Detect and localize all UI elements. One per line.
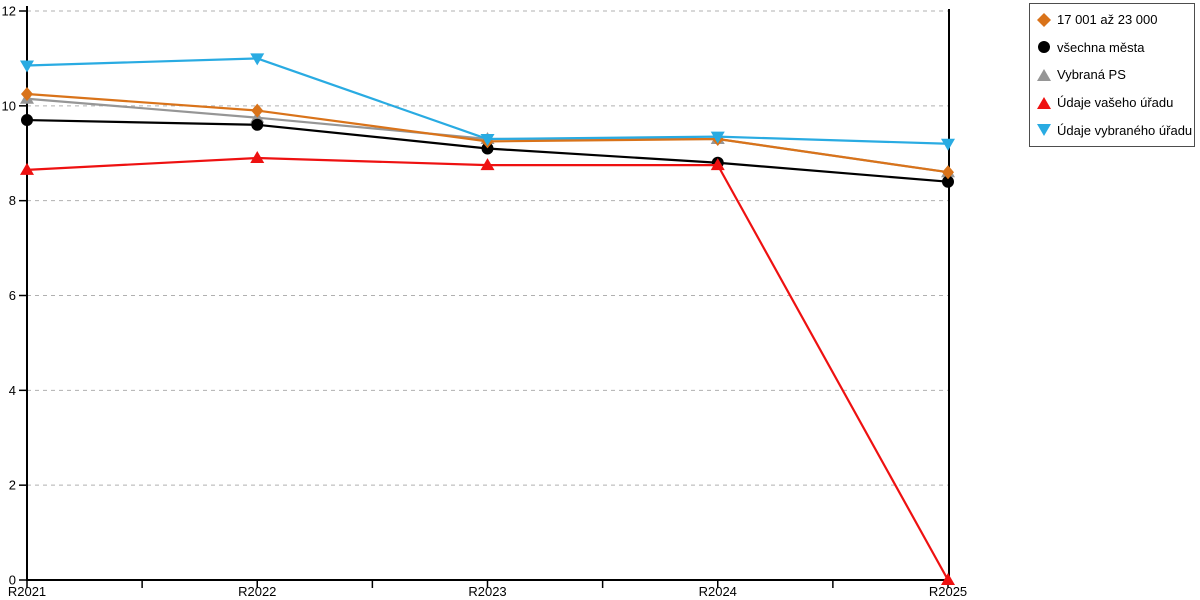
data-point-marker-s1 [251,118,264,131]
data-point-marker-s1 [481,142,494,155]
legend-label: Vybraná PS [1057,67,1126,83]
x-tick-label: R2024 [699,584,737,599]
data-point-marker-s4 [710,131,725,144]
triangle-up-icon [1037,68,1051,81]
data-point-marker-s4 [941,138,955,151]
legend-item-3: Údaje vašeho úřadu [1037,95,1194,110]
x-tick-label: R2023 [468,584,506,599]
data-point-marker-s4 [250,53,265,66]
legend-label: 17 001 až 23 000 [1057,12,1158,28]
y-tick-label: 0 [9,573,16,588]
legend: 17 001 až 23 000 všechna města Vybraná PS Ú… [1029,3,1195,147]
data-point-marker-s1 [942,175,954,188]
legend-item-2: Vybraná PS [1037,67,1194,82]
triangle-up-icon [1037,96,1051,109]
y-tick-label: 6 [9,288,16,303]
diamond-icon [1037,12,1051,27]
legend-label: Údaje vybraného úřadu [1057,122,1193,138]
x-tick-label: R2025 [929,584,967,599]
y-tick-label: 12 [2,4,16,19]
data-point-marker-s3 [710,158,725,171]
legend-label: všechna města [1057,39,1145,55]
data-point-marker-s4 [480,134,495,147]
y-tick-label: 4 [9,383,16,398]
data-point-marker-s3 [20,162,34,175]
legend-item-0: 17 001 až 23 000 [1037,12,1194,27]
data-point-marker-s0 [942,165,954,180]
y-tick-label: 8 [9,193,16,208]
data-point-marker-s0 [251,103,264,118]
triangle-down-icon [1037,124,1051,137]
legend-item-1: všechna města [1037,40,1194,55]
series-line-3 [26,156,949,581]
legend-label: Údaje vašeho úřadu [1057,95,1174,111]
legend-item-4: Údaje vybraného úřadu [1037,123,1194,138]
data-point-marker-s0 [21,86,33,101]
x-tick-label: R2021 [8,584,46,599]
x-tick-label: R2022 [238,584,276,599]
data-point-marker-s3 [941,573,955,585]
y-tick-label: 2 [9,478,16,493]
circle-icon [1038,41,1050,54]
data-point-marker-s3 [250,150,265,163]
y-tick-label: 10 [2,98,16,113]
series-line-4 [26,57,949,145]
data-point-marker-s1 [21,114,33,127]
data-point-marker-s4 [20,60,34,73]
data-point-marker-s3 [480,158,495,171]
